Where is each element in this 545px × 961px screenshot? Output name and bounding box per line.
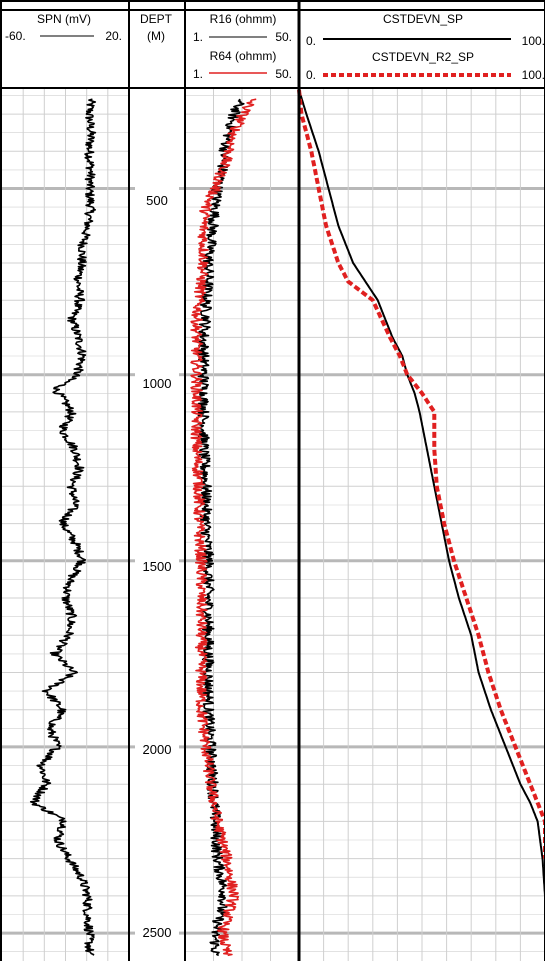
cstdevn-r2-sp-min-label: 0.: [306, 68, 316, 82]
grid-layer: [2, 88, 545, 961]
r16-min-label: 1.: [193, 30, 203, 44]
cstdevn-sp-max-label: 100.: [522, 34, 545, 48]
depth-tick-500: 500: [146, 193, 168, 208]
depth-tick-2000: 2000: [143, 742, 172, 757]
depth-track-title: DEPT: [140, 12, 173, 26]
curve-layer: [29, 89, 545, 961]
spn-curve-name: SPN (mV): [37, 12, 91, 26]
cstdevn-r2-sp-curve-name: CSTDEVN_R2_SP: [372, 50, 474, 64]
depth-track-unit: (M): [147, 29, 165, 43]
depth-tick-1000: 1000: [143, 376, 172, 391]
depth-tick-2500: 2500: [143, 925, 172, 940]
cstdevn-sp-min-label: 0.: [306, 34, 316, 48]
cstdevn-sp-curve-name: CSTDEVN_SP: [383, 12, 463, 26]
r64-max-label: 50.: [275, 67, 292, 81]
r16-curve-name: R16 (ohmm): [210, 12, 277, 26]
r64-min-label: 1.: [193, 67, 203, 81]
r64-curve-name: R64 (ohmm): [210, 49, 277, 63]
cstdevn-r2-sp-max-label: 100.: [522, 68, 545, 82]
spn-min-label: -60.: [5, 29, 26, 43]
curve-cstdevn-r2-sp: [297, 89, 545, 859]
curve-r16-ohmm: [197, 98, 245, 957]
depth-tick-1500: 1500: [143, 559, 172, 574]
r16-max-label: 50.: [275, 30, 292, 44]
curve-r64-ohmm: [190, 98, 257, 957]
curve-spn-mv: [29, 98, 97, 956]
curve-cstdevn-sp: [298, 89, 545, 961]
spn-max-label: 20.: [105, 29, 122, 43]
